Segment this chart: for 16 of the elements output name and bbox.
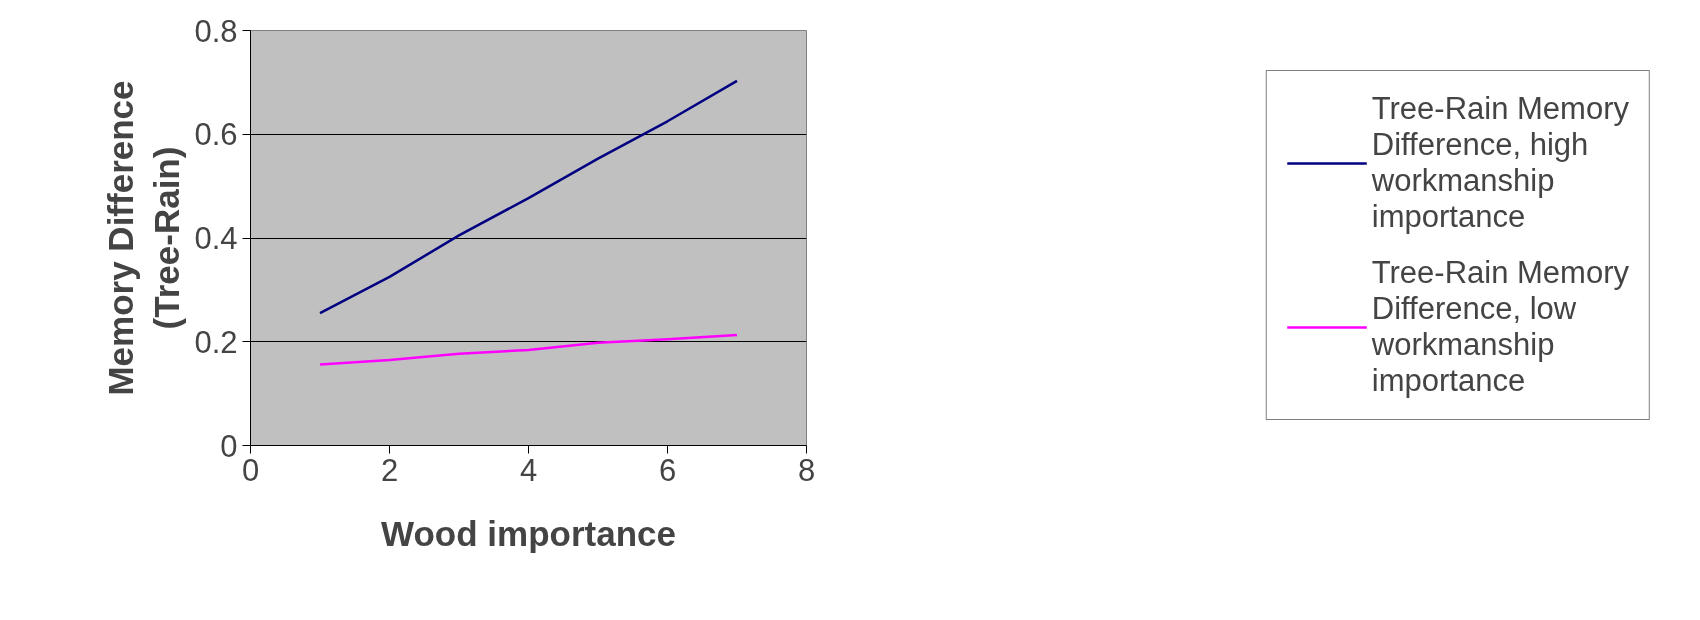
- line-series: [318, 333, 739, 366]
- x-tick-label: 6: [658, 452, 677, 488]
- legend-label: Tree-Rain Memory Difference, low workmanship importance: [1371, 255, 1629, 399]
- y-tick-label: 0.6: [194, 117, 238, 153]
- x-tick-label: 2: [380, 452, 399, 488]
- x-tick-label: 8: [797, 452, 816, 488]
- y-tick-label: 0.8: [194, 13, 238, 49]
- y-tick-label: 0.2: [194, 324, 238, 360]
- x-tick-label: 0: [241, 452, 260, 488]
- y-tick-label: 0.4: [194, 221, 238, 256]
- x-axis-title: Wood importance: [381, 513, 676, 553]
- x-tick-label: 4: [519, 452, 538, 488]
- y-tick-label: 0: [220, 428, 238, 464]
- y-axis-title: Memory Difference (Tree-Rain): [100, 80, 187, 396]
- line-series: [318, 79, 739, 315]
- legend-label: Tree-Rain Memory Difference, high workmanship importance: [1371, 91, 1629, 235]
